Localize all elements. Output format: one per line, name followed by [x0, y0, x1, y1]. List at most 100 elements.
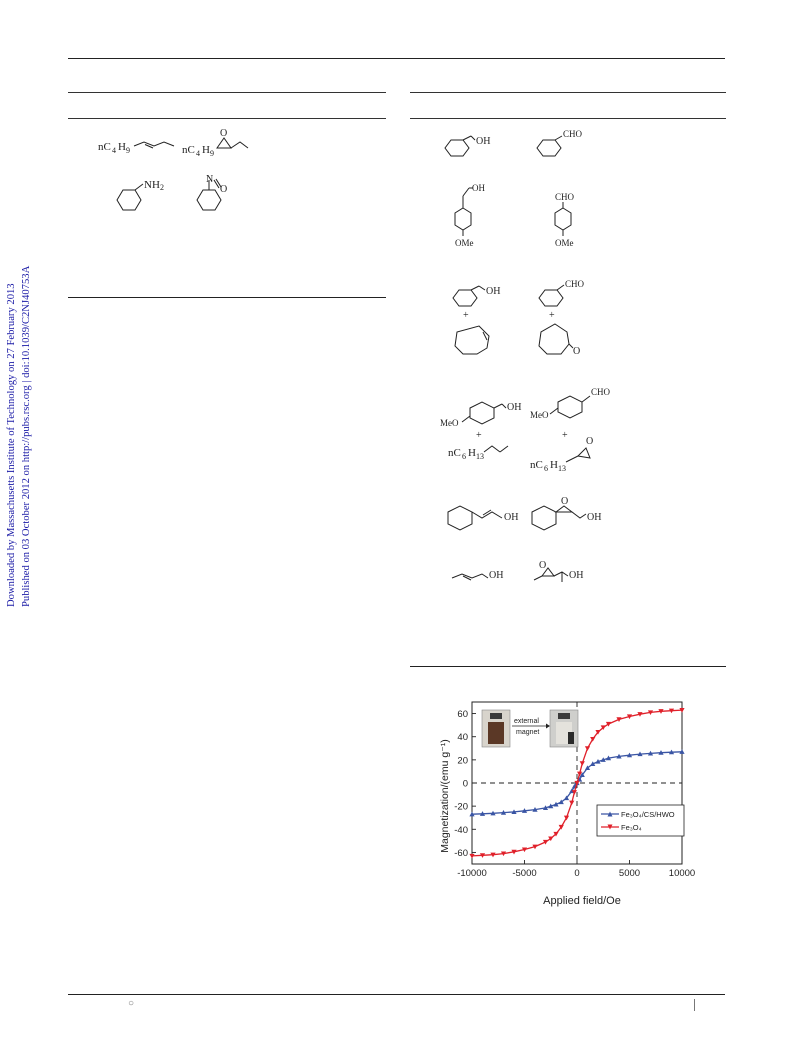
right-row3-reactant-ring	[452, 289, 478, 307]
right-row1-structures: OH CHO	[444, 129, 583, 157]
inset-arrow-label-2: magnet	[516, 729, 539, 736]
data-point-series-2	[479, 853, 486, 858]
data-point-series-2	[577, 771, 583, 777]
data-point-series-2	[469, 853, 475, 859]
page-top-rule	[68, 58, 725, 59]
svg-text:O: O	[561, 496, 568, 507]
right-row1-product-ring	[536, 139, 562, 157]
data-point-series-2	[658, 709, 664, 714]
svg-text:OH: OH	[472, 183, 485, 193]
right-row4-reactant-ring	[469, 401, 495, 425]
right-row2-structures: OH OMe CHO OMe	[454, 183, 575, 248]
svg-text:+: +	[463, 310, 469, 321]
page-bottom-rule	[68, 994, 725, 995]
data-point-series-2	[637, 712, 643, 717]
svg-text:nC: nC	[448, 447, 461, 459]
y-tick-label: 20	[457, 755, 468, 766]
data-point-series-2	[574, 780, 580, 786]
data-point-series-2	[558, 824, 564, 830]
data-point-series-2	[600, 725, 606, 731]
data-point-series-2	[548, 836, 554, 842]
svg-text:4: 4	[112, 146, 116, 155]
data-point-series-1	[658, 750, 664, 755]
right-row5-reactant-ring	[447, 505, 473, 531]
data-point-series-2	[542, 839, 549, 845]
svg-text:OH: OH	[476, 136, 490, 147]
data-point-series-2	[616, 717, 622, 722]
legend-marker-series-1	[607, 811, 613, 817]
right-row5-epoxide-ring	[554, 505, 574, 513]
svg-text:9: 9	[126, 146, 130, 155]
data-point-series-1	[490, 810, 496, 816]
svg-text:6: 6	[462, 452, 466, 461]
data-point-series-1	[679, 749, 685, 754]
data-point-series-2	[571, 790, 577, 795]
left-row1-structures: nC 4 H 9 nC 4 H 9 O	[98, 128, 249, 158]
svg-text:+: +	[476, 430, 482, 441]
right-row5-structures: OH O OH	[447, 496, 601, 531]
download-notice[interactable]: Downloaded by Massachusetts Institute of…	[6, 283, 17, 607]
data-point-series-1	[469, 811, 475, 817]
data-point-series-2	[553, 831, 559, 837]
x-tick-label: -5000	[512, 868, 536, 879]
svg-text:+: +	[562, 430, 568, 441]
left-table-head-rule	[68, 118, 386, 119]
data-point-series-1	[584, 765, 591, 771]
right-row1-reactant-ring	[444, 139, 470, 157]
y-tick-label: -40	[454, 825, 468, 836]
right-row2-product-ring	[554, 207, 572, 231]
data-point-series-2	[626, 714, 633, 720]
data-point-series-2	[563, 815, 570, 821]
svg-text:OMe: OMe	[455, 238, 474, 248]
x-tick-label: 10000	[669, 868, 695, 879]
data-point-series-2	[668, 708, 675, 714]
data-point-series-1	[542, 805, 549, 810]
data-point-series-1	[616, 753, 622, 759]
legend-series-2: Fe₃O₄	[621, 823, 642, 832]
data-point-series-1	[521, 808, 528, 813]
data-point-series-2	[590, 736, 596, 742]
inset-arrow-label-1: external	[514, 718, 539, 725]
data-point-series-1	[668, 749, 675, 755]
right-row4-product-ring	[557, 395, 583, 419]
data-point-series-1	[532, 807, 538, 812]
right-row4-structures: MeO OH + nC 6 H 13 MeO CHO + nC 6 H 13 O	[440, 387, 611, 473]
svg-text:O: O	[220, 128, 227, 139]
svg-text:4: 4	[196, 149, 200, 158]
svg-text:N: N	[206, 174, 213, 185]
left-row1-epoxide-ring	[216, 137, 232, 149]
right-row4-epoxide-ring	[576, 447, 591, 459]
svg-text:CHO: CHO	[563, 129, 583, 139]
svg-text:6: 6	[544, 464, 548, 473]
svg-text:9: 9	[210, 149, 214, 158]
download-notice-sidebar: Downloaded by Massachusetts Institute of…	[4, 262, 38, 607]
right-table-head-rule	[410, 118, 726, 119]
y-tick-label: 40	[457, 732, 468, 743]
legend-marker-series-2	[607, 824, 613, 830]
svg-text:OH: OH	[486, 286, 500, 297]
data-point-series-2	[521, 847, 528, 853]
data-point-series-1	[595, 758, 601, 764]
svg-text:H: H	[468, 447, 476, 459]
footer-page-divider	[694, 999, 695, 1011]
magnet-inset: external magnet	[481, 709, 579, 748]
right-row3-cycloheptene	[454, 325, 490, 355]
right-row4-octene-chain	[483, 445, 501, 453]
y-tick-label: -60	[454, 848, 468, 859]
right-table-bottom-rule	[410, 666, 726, 667]
left-row2-aniline-ring	[116, 189, 142, 211]
svg-text:CHO: CHO	[591, 387, 611, 397]
y-axis-label: Magnetization/(emu g⁻¹)	[439, 739, 451, 853]
svg-text:OH: OH	[504, 512, 518, 523]
data-point-series-1	[479, 811, 486, 816]
svg-text:OH: OH	[587, 512, 601, 523]
right-row3-epoxycycloheptane	[538, 323, 570, 355]
svg-text:OH: OH	[489, 570, 503, 581]
doi-notice[interactable]: Published on 03 October 2012 on http://p…	[21, 265, 32, 607]
x-tick-label: 5000	[619, 868, 640, 879]
left-row2-structures: NH 2 N O	[116, 174, 227, 211]
data-point-series-2	[584, 746, 591, 751]
svg-text:13: 13	[476, 452, 484, 461]
svg-text:MeO: MeO	[440, 418, 459, 428]
x-axis-label: Applied field/Oe	[543, 895, 621, 907]
